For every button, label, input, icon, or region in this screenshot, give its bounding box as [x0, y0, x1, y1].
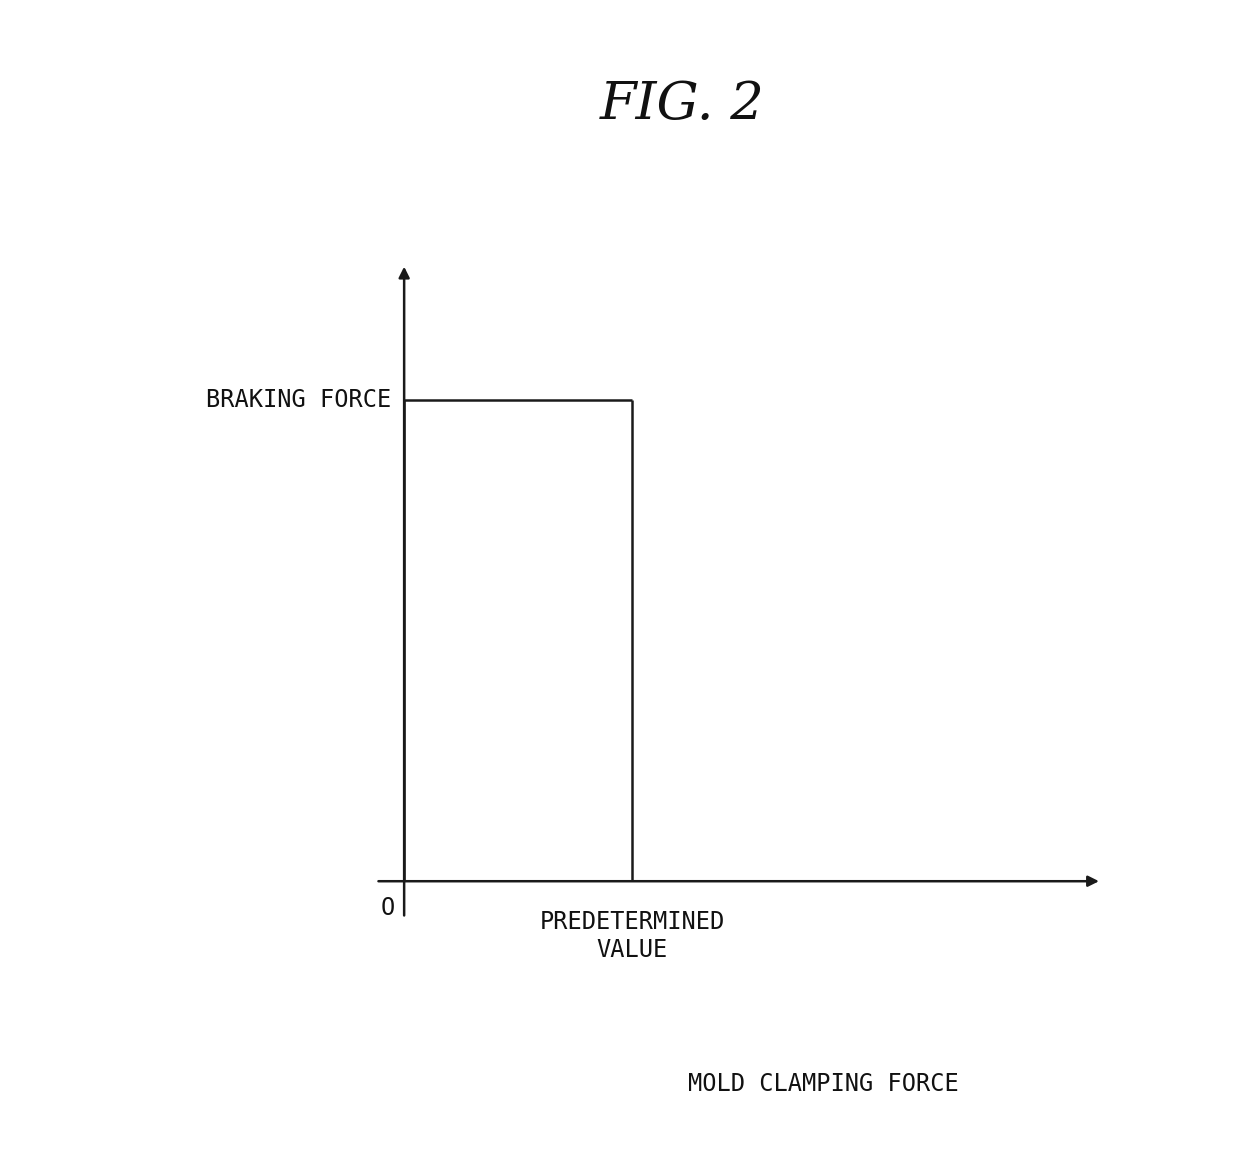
- Text: MOLD CLAMPING FORCE: MOLD CLAMPING FORCE: [688, 1072, 960, 1096]
- Text: FIG. 2: FIG. 2: [600, 79, 764, 130]
- Text: O: O: [381, 896, 396, 920]
- Text: BRAKING FORCE: BRAKING FORCE: [207, 388, 392, 411]
- Text: PREDETERMINED
VALUE: PREDETERMINED VALUE: [539, 910, 724, 962]
